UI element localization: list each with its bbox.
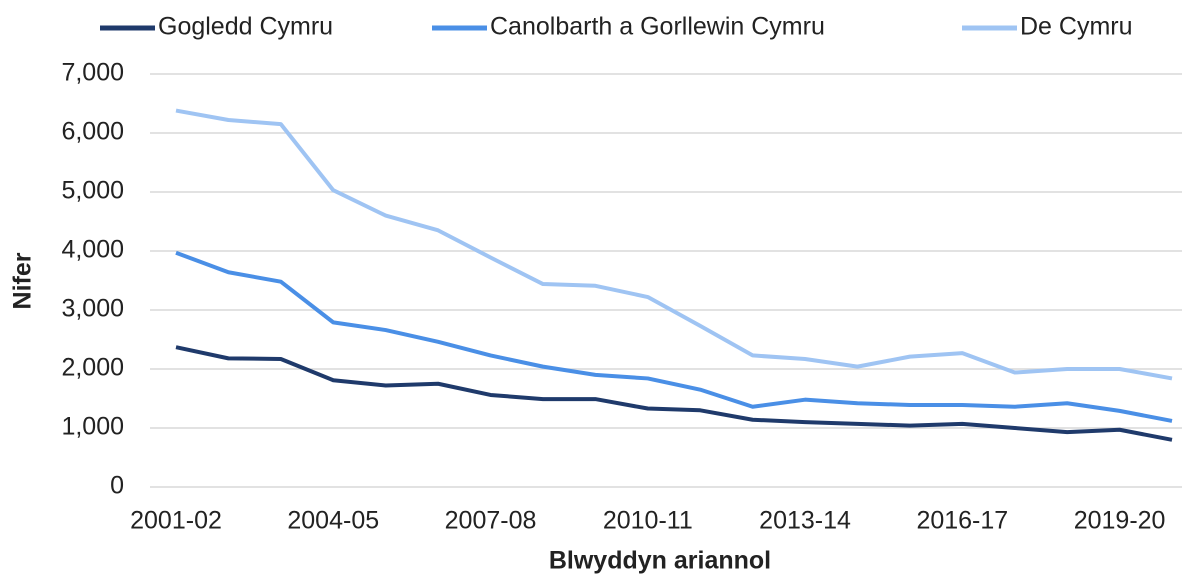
y-tick-label: 2,000 <box>61 354 124 382</box>
y-tick-label: 4,000 <box>61 236 124 264</box>
y-tick-label: 1,000 <box>61 413 124 441</box>
y-axis-label: Nifer <box>9 252 37 309</box>
x-tick-label: 2004-05 <box>287 507 379 535</box>
y-tick-label: 5,000 <box>61 177 124 205</box>
x-tick-label: 2001-02 <box>130 507 222 535</box>
x-tick-label: 2010-11 <box>603 507 693 535</box>
series-line <box>175 108 1173 381</box>
series-line <box>175 345 1173 442</box>
x-tick-label: 2007-08 <box>445 507 537 535</box>
legend-label: Canolbarth a Gorllewin Cymru <box>490 13 825 41</box>
x-axis-label: Blwyddyn ariannol <box>549 547 771 575</box>
x-tick-label: 2013-14 <box>759 507 851 535</box>
x-tick-label: 2019-20 <box>1074 507 1166 535</box>
y-tick-label: 6,000 <box>61 118 124 146</box>
y-tick-label: 3,000 <box>61 295 124 323</box>
legend-label: De Cymru <box>1020 13 1133 41</box>
y-tick-label: 0 <box>110 472 124 500</box>
x-tick-label: 2016-17 <box>916 507 1008 535</box>
series-line <box>175 250 1173 423</box>
legend-label: Gogledd Cymru <box>158 13 333 41</box>
y-tick-label: 7,000 <box>61 59 124 87</box>
